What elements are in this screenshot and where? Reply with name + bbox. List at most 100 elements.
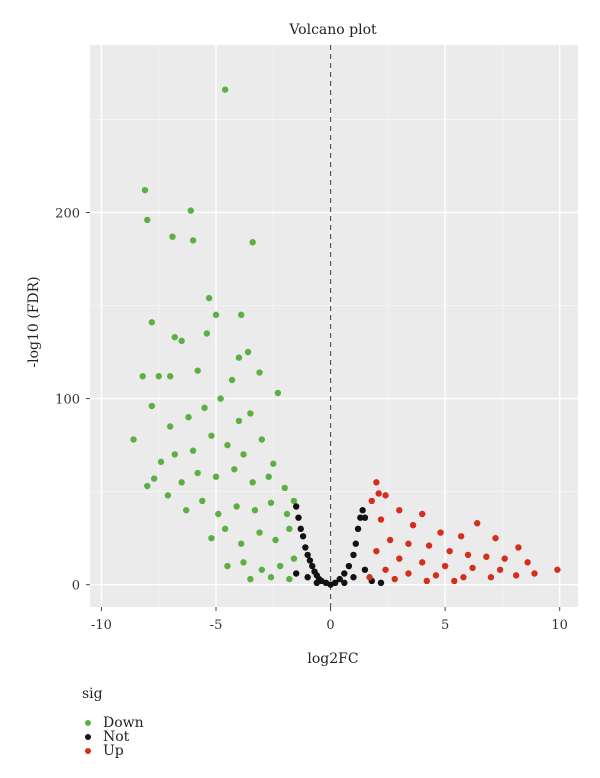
- x-tick-label: 10: [551, 618, 568, 633]
- point-down: [148, 402, 156, 410]
- point-down: [249, 479, 256, 486]
- point-up: [391, 575, 398, 583]
- legend-label-down: Down: [103, 715, 144, 731]
- point-up: [483, 553, 490, 560]
- point-not: [361, 514, 369, 521]
- point-down: [290, 555, 298, 562]
- point-up: [457, 533, 465, 540]
- point-up: [419, 559, 426, 566]
- point-up: [531, 570, 538, 577]
- point-down: [272, 536, 279, 544]
- point-not: [359, 507, 366, 514]
- point-down: [290, 497, 298, 505]
- point-down: [231, 466, 238, 473]
- point-down: [148, 319, 156, 326]
- y-tick-label: 200: [55, 206, 80, 221]
- legend-swatch-up: [85, 748, 91, 754]
- point-down: [240, 559, 247, 566]
- point-not: [309, 562, 316, 570]
- y-axis-label: -log10 (FDR): [26, 276, 42, 367]
- point-not: [299, 533, 307, 540]
- point-not: [306, 557, 314, 564]
- point-not: [302, 544, 309, 551]
- point-up: [423, 577, 430, 585]
- point-down: [267, 499, 275, 506]
- point-down: [235, 417, 243, 425]
- x-tick-label: -5: [210, 618, 223, 633]
- point-down: [194, 469, 201, 477]
- point-up: [437, 529, 444, 536]
- point-down: [150, 475, 158, 482]
- point-up: [524, 559, 531, 566]
- point-up: [451, 577, 458, 585]
- point-not: [352, 540, 359, 547]
- point-not: [295, 514, 302, 521]
- x-tick-label: 5: [441, 618, 449, 633]
- point-up: [496, 566, 504, 573]
- series-up: [366, 479, 561, 585]
- point-down: [205, 294, 213, 302]
- point-not: [331, 579, 339, 587]
- x-tick-label: -10: [91, 618, 112, 633]
- point-not: [292, 570, 300, 577]
- point-down: [157, 458, 165, 466]
- point-not: [361, 566, 369, 573]
- point-down: [130, 436, 137, 443]
- point-down: [166, 373, 174, 380]
- point-down: [189, 447, 197, 454]
- series-down: [130, 86, 298, 583]
- point-down: [212, 473, 220, 480]
- legend-label-not: Not: [103, 729, 130, 745]
- point-down: [274, 389, 282, 397]
- point-not: [357, 514, 364, 521]
- point-down: [267, 574, 275, 581]
- point-up: [487, 574, 495, 581]
- point-up: [512, 572, 520, 579]
- point-down: [185, 413, 192, 421]
- point-down: [169, 233, 176, 240]
- point-up: [441, 562, 449, 570]
- point-down: [240, 451, 247, 458]
- point-down: [224, 562, 231, 570]
- point-down: [249, 239, 256, 246]
- point-down: [235, 354, 243, 361]
- point-not: [297, 525, 304, 533]
- point-not: [350, 574, 357, 581]
- point-down: [194, 367, 201, 374]
- point-not: [341, 579, 348, 587]
- point-down: [199, 497, 206, 505]
- point-down: [224, 441, 231, 449]
- legend-item-not: Not: [82, 730, 144, 744]
- x-axis-ticks: -10 -5 0 5 10: [91, 607, 568, 633]
- x-axis-label: log2FC: [307, 651, 358, 667]
- point-down: [208, 432, 215, 439]
- point-down: [215, 510, 222, 518]
- legend-label-up: Up: [103, 743, 124, 759]
- point-not: [292, 503, 300, 510]
- point-down: [208, 534, 215, 542]
- point-down: [155, 373, 162, 380]
- point-not: [336, 575, 343, 583]
- y-tick-label: 100: [55, 393, 80, 408]
- point-up: [375, 490, 382, 497]
- point-up: [473, 520, 481, 527]
- point-down: [228, 376, 236, 384]
- point-up: [409, 521, 417, 529]
- point-not: [345, 562, 353, 570]
- point-down: [256, 529, 263, 536]
- point-down: [256, 369, 263, 376]
- point-down: [244, 348, 252, 356]
- point-not: [354, 525, 362, 533]
- data-points: [130, 86, 561, 588]
- point-down: [283, 510, 291, 518]
- point-down: [164, 492, 172, 499]
- point-up: [492, 534, 499, 542]
- point-down: [238, 540, 245, 547]
- point-up: [386, 536, 394, 544]
- point-down: [221, 525, 229, 533]
- point-not: [350, 551, 357, 559]
- legend: sig Down Not Up: [82, 686, 144, 758]
- point-down: [276, 562, 284, 570]
- point-down: [217, 395, 224, 402]
